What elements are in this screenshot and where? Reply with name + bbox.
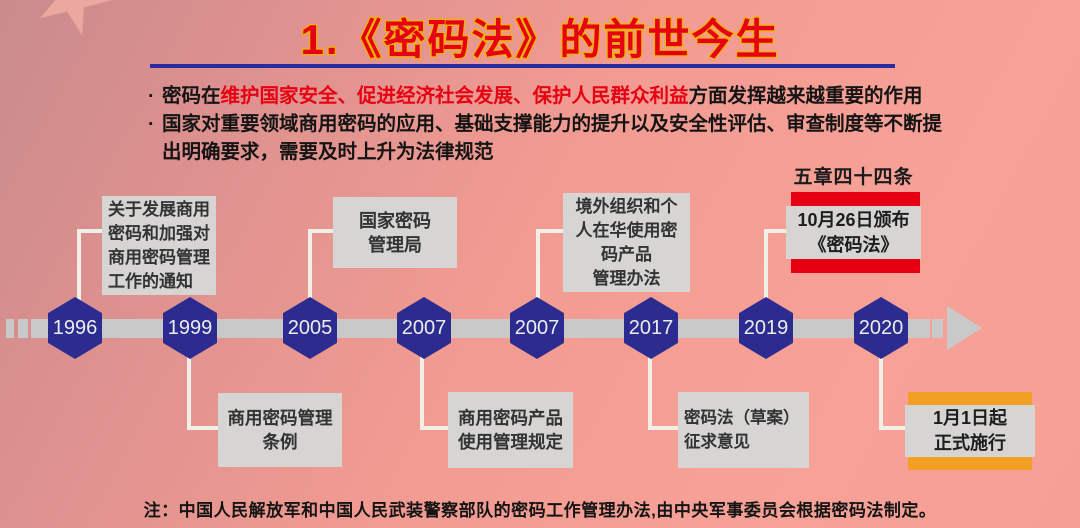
connector — [420, 426, 449, 430]
timeline-dash — [932, 319, 943, 338]
year-hexagon-2017: 2017 — [624, 297, 678, 359]
connector — [536, 229, 565, 233]
year-hexagon-2007a: 2007 — [397, 297, 451, 359]
event-box-2020-effective: 1月1日起 正式施行 — [905, 392, 1035, 470]
connector — [77, 229, 104, 233]
event-box-2007-product-rules: 商用密码产品 使用管理规定 — [448, 392, 573, 468]
bullet-2-text-1: 国家对重要领域商用密码的应用、基础支撑能力的提升以及安全性评估、审查制度等不断提 — [162, 113, 943, 135]
year-hexagon-1999: 1999 — [163, 297, 217, 359]
bullet-2-line-1: · 国家对重要领域商用密码的应用、基础支撑能力的提升以及安全性评估、审查制度等不… — [148, 110, 968, 138]
connector — [648, 356, 652, 430]
connector — [648, 426, 679, 430]
connector — [879, 426, 909, 430]
event-box-1999-regulation: 商用密码管理 条例 — [218, 393, 342, 467]
bullet-marker: · — [148, 85, 155, 107]
event-box-2019-promulgate: 10月26日颁布 《密码法》 — [786, 192, 921, 273]
chapters-annotation: 五章四十四条 — [793, 167, 914, 188]
year-hexagon-2019: 2019 — [739, 297, 793, 359]
connector — [77, 229, 81, 301]
timeline-bar — [40, 319, 930, 338]
event-box-2005-agency: 国家密码 管理局 — [333, 197, 457, 268]
event-box-2017-draft: 密码法（草案） 征求意见 — [678, 392, 809, 468]
bullet-1: · 密码在维护国家安全、促进经济社会发展、保护人民群众利益方面发挥越来越重要的作… — [148, 82, 968, 110]
bullet-marker: · — [148, 113, 155, 135]
year-hexagon-2007b: 2007 — [510, 297, 564, 359]
connector — [308, 229, 335, 233]
orange-bar — [908, 457, 1032, 470]
year-hexagon-2005: 2005 — [283, 297, 337, 359]
connector — [764, 229, 788, 233]
red-bar — [791, 259, 920, 273]
title-underline — [150, 64, 895, 68]
timeline-arrow-icon — [947, 306, 982, 350]
timeline-dash — [6, 319, 14, 338]
indent-spacer — [148, 138, 162, 166]
connector — [764, 229, 768, 301]
bullet-1-text: 密码在维护国家安全、促进经济社会发展、保护人民群众利益方面发挥越来越重要的作用 — [162, 85, 923, 107]
timeline-dash — [18, 319, 28, 338]
bullet-2-line-2: 出明确要求，需要及时上升为法律规范 — [148, 138, 968, 166]
year-hexagon-1996: 1996 — [48, 297, 102, 359]
bullet-2-text-2: 出明确要求，需要及时上升为法律规范 — [162, 141, 494, 163]
footnote: 注：中国人民解放军和中国人民武装警察部队的密码工作管理办法,由中央军事委员会根据… — [143, 501, 937, 520]
connector — [308, 229, 312, 301]
page-title: 1.《密码法》的前世今生 — [299, 15, 780, 65]
event-box-2007-foreign: 境外组织和个 人在华使用密 码产品 管理办法 — [563, 193, 690, 292]
intro-bullets: · 密码在维护国家安全、促进经济社会发展、保护人民群众利益方面发挥越来越重要的作… — [148, 82, 968, 166]
bullet-1-highlight: 维护国家安全、促进经济社会发展、保护人民群众利益 — [220, 85, 689, 107]
connector — [187, 356, 191, 430]
timeline-dash — [31, 319, 43, 338]
year-hexagon-2020: 2020 — [854, 297, 908, 359]
connector — [420, 356, 424, 430]
connector — [879, 356, 883, 430]
event-box-1996-notice: 关于发展商用 密码和加强对 商用密码管理 工作的通知 — [102, 196, 216, 295]
red-bar — [791, 192, 920, 206]
connector — [187, 426, 219, 430]
connector — [536, 229, 540, 301]
orange-bar — [908, 392, 1032, 405]
